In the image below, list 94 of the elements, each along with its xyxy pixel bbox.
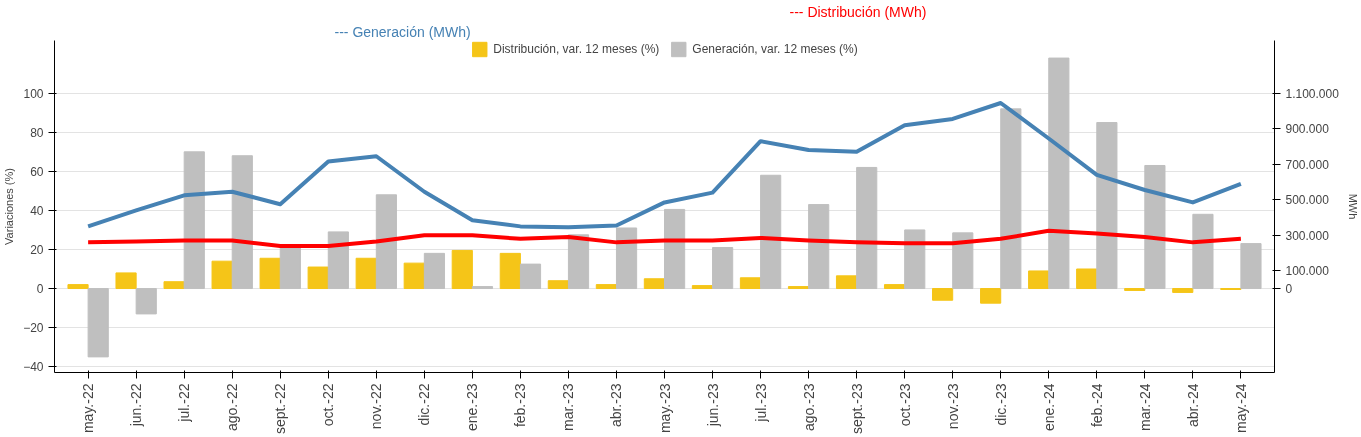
x-tick-label: feb.-24 — [1088, 383, 1105, 428]
y2-tick-label: 100.000 — [1285, 264, 1330, 279]
bar — [856, 166, 878, 290]
bar — [1172, 288, 1194, 293]
bar — [183, 151, 205, 290]
bar — [423, 252, 446, 290]
y-tick-label: 100 — [23, 86, 44, 101]
y2-tick-label: 700.000 — [1285, 157, 1330, 172]
bar — [980, 288, 1002, 304]
bar — [883, 284, 906, 290]
x-tick-label: jun.-22 — [128, 383, 145, 428]
bar — [307, 266, 329, 290]
bar — [1192, 213, 1214, 290]
legend-label: Distribución, var. 12 meses (%) — [493, 42, 660, 56]
x-tick-label: nov.-22 — [368, 383, 385, 430]
bar — [643, 278, 665, 290]
bar — [87, 288, 109, 358]
y-tick-label: −20 — [23, 321, 44, 336]
x-tick-label: dic.-23 — [992, 383, 1009, 426]
y2-axis-title: MWh — [1346, 193, 1359, 220]
y-tick-label: 40 — [30, 203, 44, 218]
x-tick-label: sept.-23 — [848, 383, 865, 435]
bar — [712, 247, 734, 290]
bar — [499, 252, 521, 290]
bar — [1000, 108, 1022, 290]
line-series — [86, 228, 1243, 248]
x-tick-label: oct.-23 — [896, 383, 913, 427]
bar — [547, 280, 569, 290]
x-tick-label: ene.-23 — [464, 383, 481, 431]
x-tick-label: mar.-23 — [560, 383, 577, 431]
bar — [932, 288, 954, 301]
x-tick-label: nov.-23 — [944, 383, 961, 430]
x-tick-label: jul.-23 — [752, 383, 769, 423]
y2-tick-label: 300.000 — [1285, 228, 1330, 243]
bar — [279, 245, 301, 290]
x-tick-label: oct.-22 — [320, 383, 337, 427]
x-tick-label: feb.-23 — [512, 383, 529, 428]
bar — [1076, 268, 1098, 290]
bar — [835, 275, 858, 290]
x-tick-label: may.-22 — [80, 383, 97, 434]
bar — [135, 288, 157, 315]
bar — [615, 227, 638, 290]
legend-label: Generación, var. 12 meses (%) — [692, 42, 858, 56]
y-tick-label: −40 — [23, 360, 44, 375]
y-axis-title: Variaciones (%) — [3, 168, 16, 245]
bar — [691, 285, 714, 290]
y-tick-label: 0 — [36, 282, 44, 297]
y2-tick-label: 500.000 — [1285, 193, 1330, 208]
bar — [739, 277, 762, 290]
text: --- Generación (MWh) — [334, 23, 471, 40]
bar — [664, 208, 686, 290]
bar — [1144, 164, 1166, 290]
y2-tick-label: 0 — [1285, 282, 1293, 297]
bar — [760, 174, 782, 290]
y-tick-label: 60 — [30, 164, 44, 179]
bar — [115, 272, 137, 290]
x-tick-label: jun.-23 — [704, 383, 721, 428]
y-tick-label: 20 — [30, 242, 44, 257]
bar — [519, 263, 542, 290]
x-tick-label: ago.-22 — [224, 383, 241, 431]
bar — [163, 281, 185, 290]
y-tick-label: 80 — [30, 125, 44, 140]
bar — [595, 284, 617, 290]
bar — [1048, 57, 1070, 290]
bar — [1028, 270, 1050, 290]
x-tick-label: ago.-23 — [800, 383, 817, 431]
x-tick-label: abr.-24 — [1184, 383, 1201, 428]
bar — [327, 231, 349, 290]
bar — [1096, 122, 1118, 290]
bar — [355, 257, 377, 290]
x-tick-label: mar.-24 — [1136, 383, 1153, 431]
y2-tick-label: 900.000 — [1285, 122, 1330, 137]
bar — [451, 249, 473, 290]
bar — [375, 194, 397, 290]
bar — [211, 260, 233, 290]
x-tick-label: jul.-22 — [176, 383, 193, 423]
x-tick-label: sept.-22 — [272, 383, 289, 435]
line-series — [86, 100, 1243, 230]
bar — [567, 234, 590, 290]
x-tick-label: may.-23 — [656, 383, 673, 434]
x-tick-label: may.-24 — [1232, 383, 1249, 434]
bar — [1240, 243, 1262, 290]
x-tick-label: abr.-23 — [608, 383, 625, 428]
bar — [952, 232, 974, 290]
bar — [231, 155, 253, 290]
x-tick-label: dic.-22 — [416, 383, 433, 426]
bar — [403, 262, 425, 290]
text: --- Distribución (MWh) — [789, 3, 927, 20]
x-tick-label: ene.-24 — [1040, 383, 1057, 431]
y2-tick-label: 1.100.000 — [1285, 86, 1340, 101]
bar — [808, 204, 830, 290]
bar — [259, 257, 281, 290]
bar — [904, 229, 926, 290]
bar — [67, 284, 89, 290]
